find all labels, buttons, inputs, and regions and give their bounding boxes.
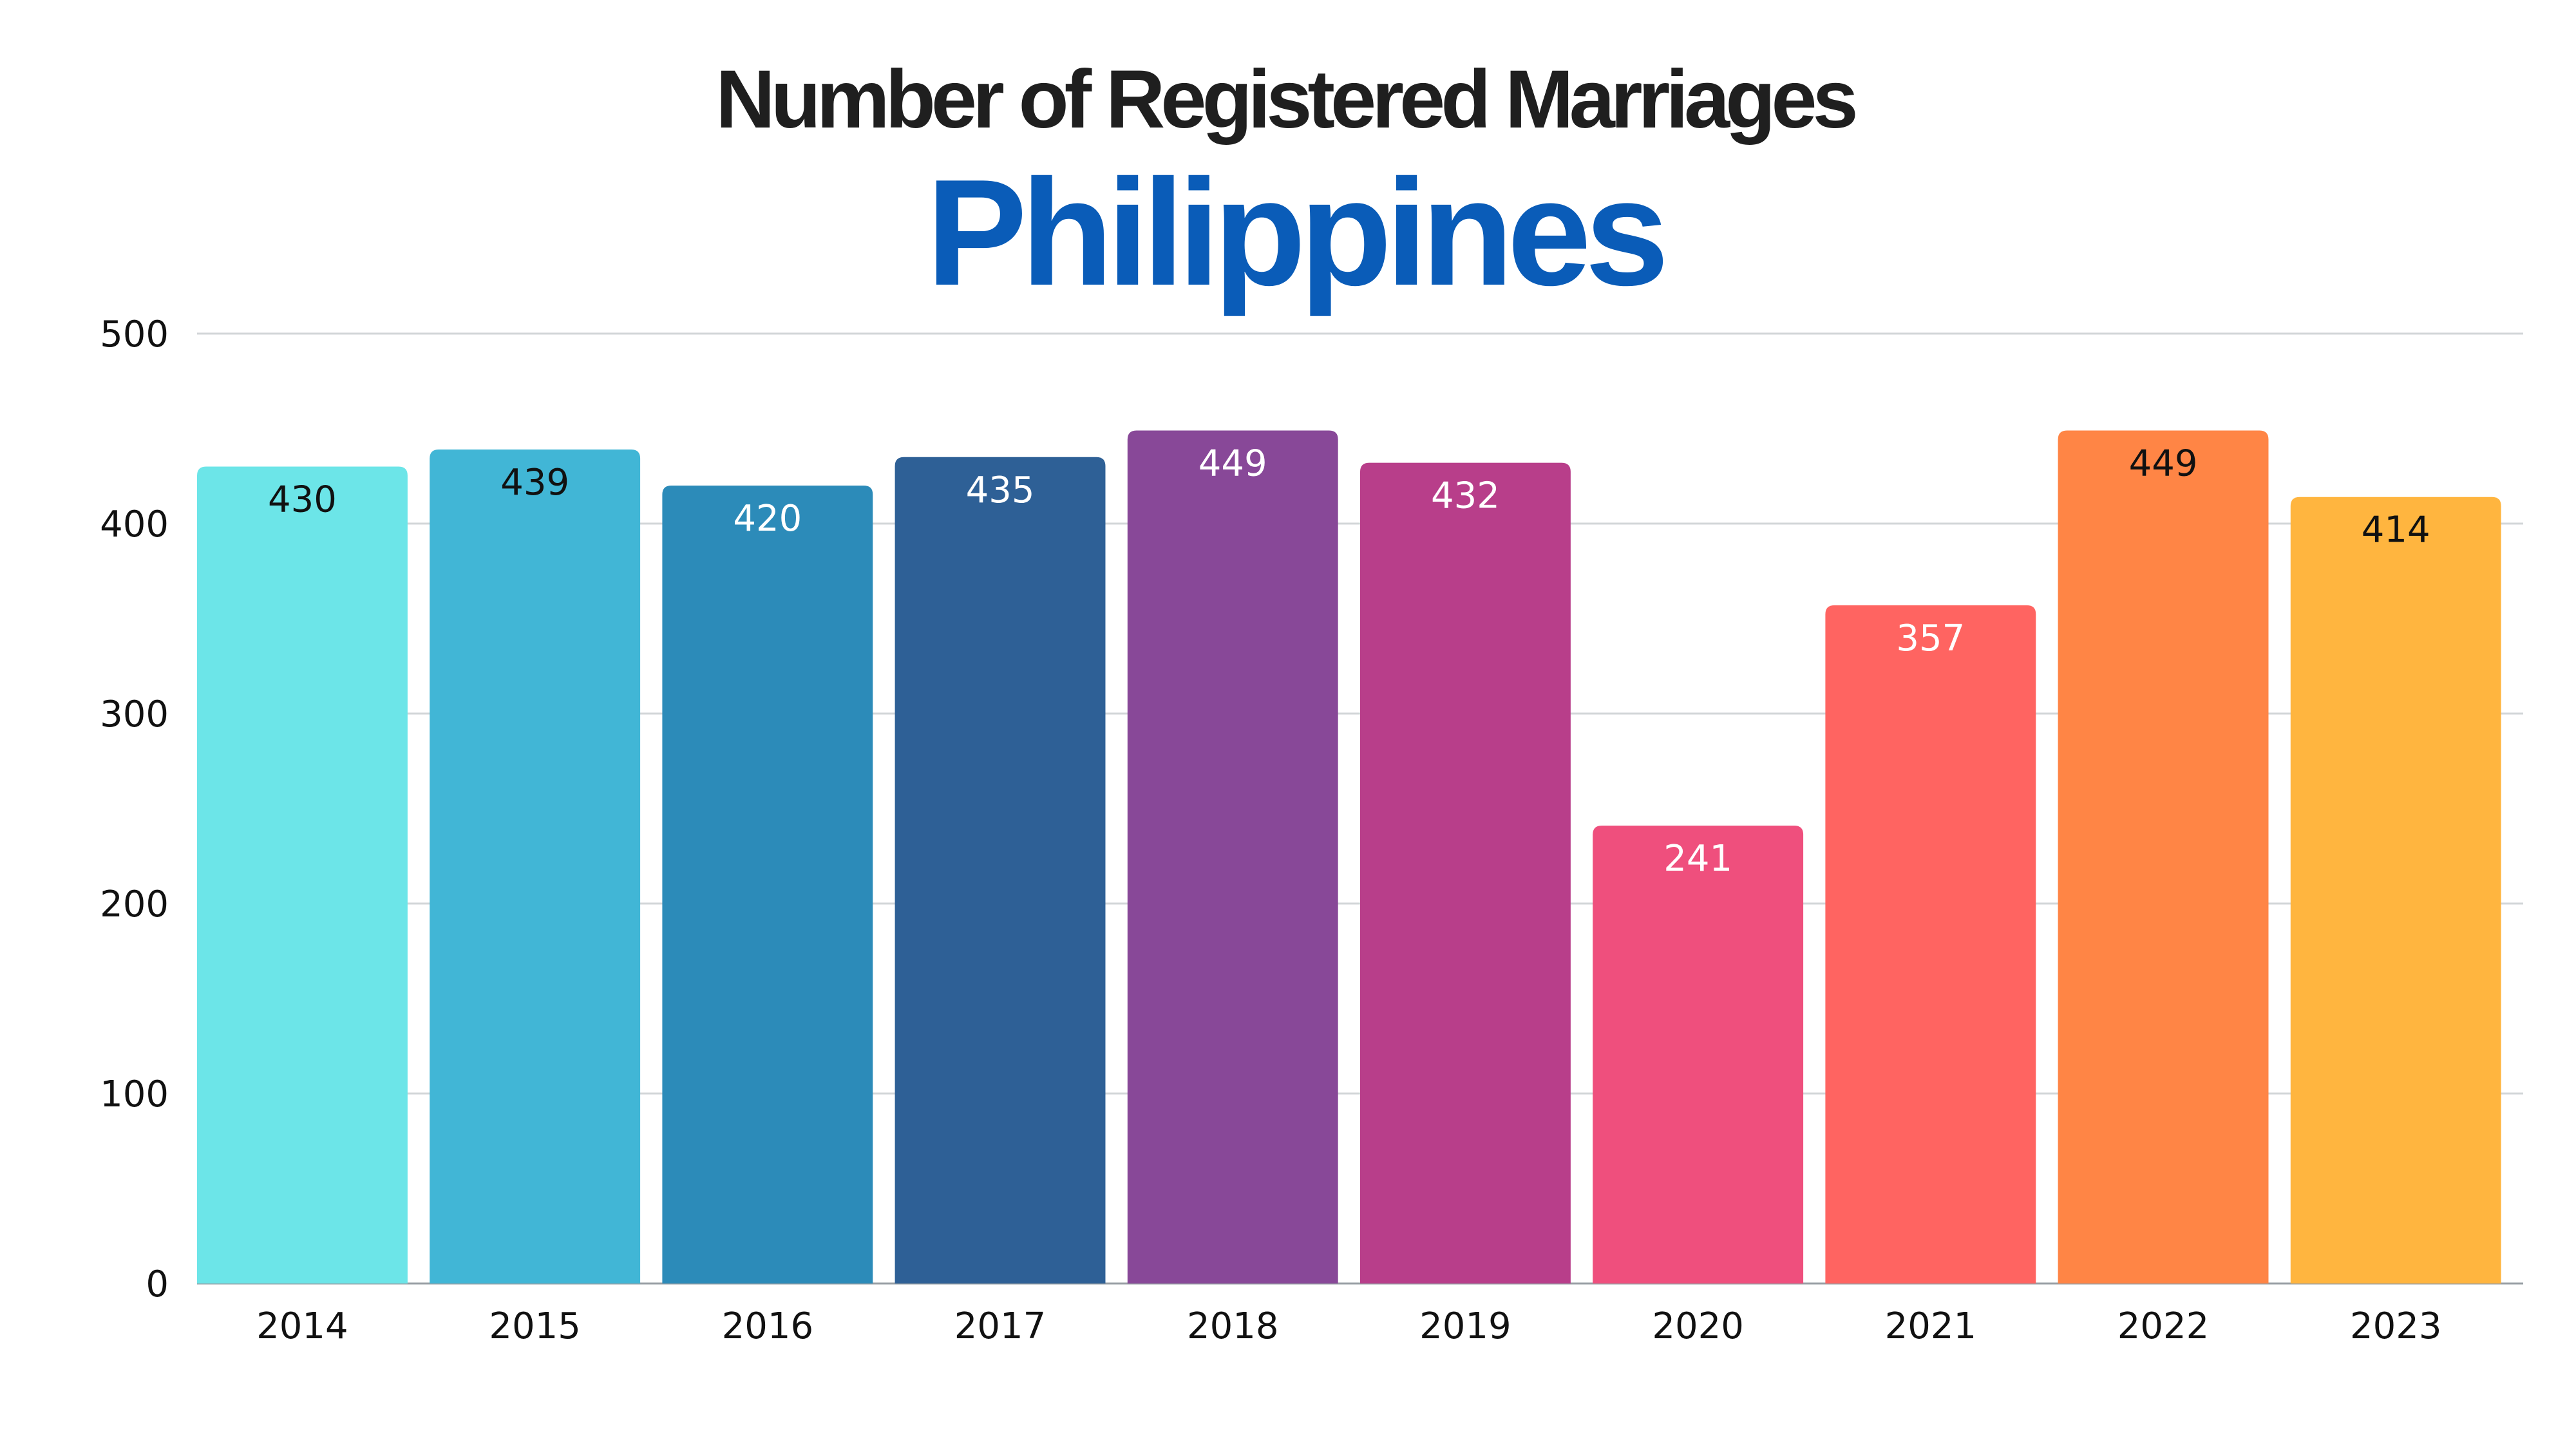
bar-2014 bbox=[197, 466, 408, 1283]
y-tick-label: 400 bbox=[100, 504, 169, 545]
y-tick-label: 100 bbox=[100, 1074, 169, 1115]
bar-2017 bbox=[895, 457, 1106, 1283]
bar-2019 bbox=[1360, 462, 1571, 1283]
data-label: 241 bbox=[1663, 838, 1732, 880]
data-label: 449 bbox=[1198, 442, 1267, 484]
data-label: 357 bbox=[1896, 618, 1965, 659]
x-tick-label: 2017 bbox=[954, 1305, 1046, 1347]
data-label: 439 bbox=[500, 462, 569, 504]
x-tick-label: 2022 bbox=[2117, 1305, 2210, 1347]
x-tick-label: 2014 bbox=[256, 1305, 348, 1347]
chart-title: Number of Registered Marriages bbox=[715, 53, 1855, 146]
y-tick-label: 0 bbox=[146, 1264, 169, 1305]
x-tick-label: 2015 bbox=[489, 1305, 581, 1347]
y-tick-label: 300 bbox=[100, 694, 169, 735]
bar-2018 bbox=[1127, 430, 1338, 1284]
bar-2020 bbox=[1593, 826, 1804, 1283]
bars: 430 439 420 435 449 432 241 357 449 414 bbox=[197, 430, 2501, 1284]
x-axis: 2014 2015 2016 2017 2018 2019 2020 2021 2022 2023 bbox=[256, 1305, 2441, 1347]
x-tick-label: 2023 bbox=[2350, 1305, 2442, 1347]
bar-2016 bbox=[662, 486, 873, 1283]
y-axis: 0 100 200 300 400 500 bbox=[100, 314, 169, 1305]
data-label: 435 bbox=[966, 469, 1035, 511]
y-tick-label: 200 bbox=[100, 884, 169, 925]
data-label: 430 bbox=[268, 479, 337, 521]
bar-2023 bbox=[2290, 497, 2501, 1284]
data-label: 414 bbox=[2362, 509, 2430, 551]
x-tick-label: 2020 bbox=[1652, 1305, 1744, 1347]
x-tick-label: 2019 bbox=[1419, 1305, 1511, 1347]
x-tick-label: 2021 bbox=[1885, 1305, 1977, 1347]
x-tick-label: 2016 bbox=[722, 1305, 814, 1347]
y-tick-label: 500 bbox=[100, 314, 169, 355]
bar-2022 bbox=[2058, 430, 2269, 1284]
data-label: 420 bbox=[733, 498, 802, 540]
x-tick-label: 2018 bbox=[1187, 1305, 1279, 1347]
data-label: 449 bbox=[2129, 442, 2198, 484]
chart-subtitle: Philippines bbox=[926, 147, 1663, 317]
bar-2021 bbox=[1825, 605, 2036, 1283]
bar-2015 bbox=[430, 449, 641, 1284]
data-label: 432 bbox=[1431, 475, 1500, 517]
